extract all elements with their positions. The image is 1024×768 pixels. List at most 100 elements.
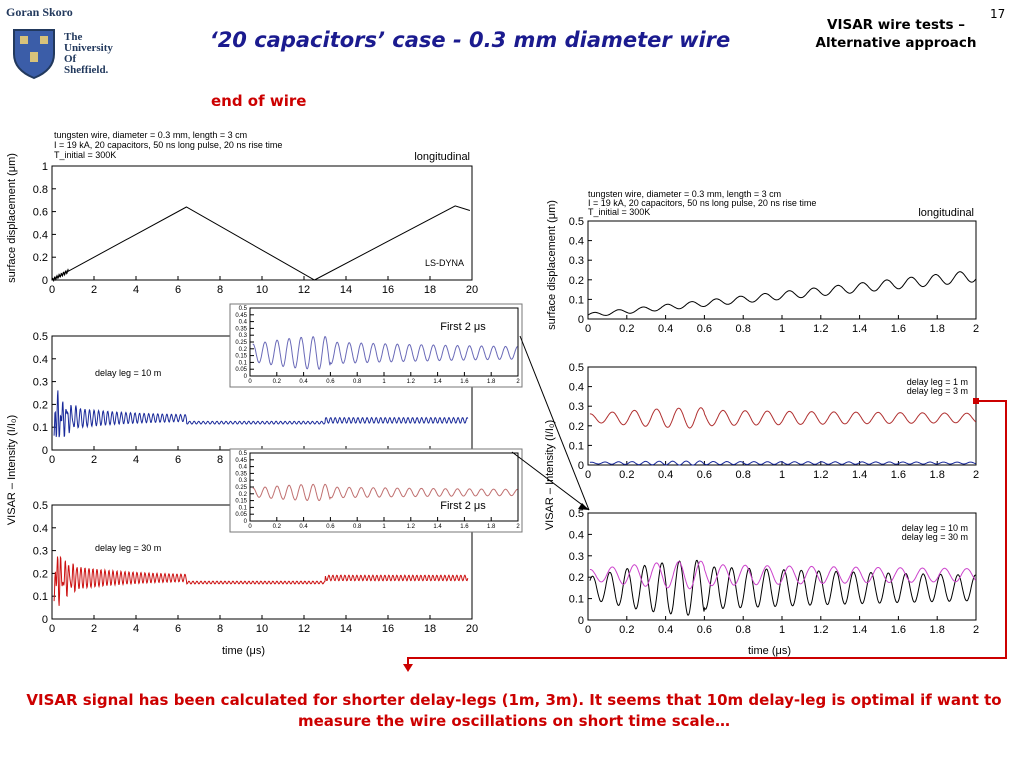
- x-tick-label: 8: [217, 284, 223, 296]
- x-tick-label: 2: [973, 323, 979, 335]
- first-2us-label-b: First 2 μs: [440, 500, 486, 512]
- x-axis-label: time (μs): [748, 645, 791, 657]
- y-tick-label: 0.3: [569, 551, 584, 563]
- run-parameter-note: T_initial = 300K: [588, 207, 650, 217]
- plot-frame: [587, 220, 977, 320]
- y-tick-label: 0.35: [235, 471, 247, 477]
- y-tick-label: 0: [42, 275, 48, 287]
- page-number: 17: [990, 7, 1006, 21]
- x-tick-label: 1.6: [460, 524, 469, 530]
- y-tick-label: 0.45: [235, 458, 247, 464]
- y-tick-label: 0.05: [235, 367, 247, 373]
- y-tick-label: 0: [244, 374, 248, 380]
- x-tick-label: 0.4: [658, 469, 673, 481]
- y-tick-label: 0.25: [235, 485, 247, 491]
- displacement-line: [587, 271, 977, 316]
- x-tick-label: 20: [466, 284, 478, 296]
- arrowhead-icon: [578, 503, 589, 510]
- y-tick-label: 0.4: [569, 382, 584, 394]
- x-tick-label: 1: [779, 624, 785, 636]
- x-tick-label: 14: [340, 623, 352, 635]
- y-tick-label: 0.1: [33, 591, 48, 603]
- left-visar-ylabel: VISAR – Intensity (I/I₀): [6, 415, 18, 525]
- x-tick-label: 0: [49, 623, 55, 635]
- x-tick-label: 1.8: [487, 379, 496, 385]
- y-tick-label: 0.15: [235, 499, 247, 505]
- legend-entry: delay leg = 30 m: [902, 532, 968, 542]
- x-tick-label: 4: [133, 454, 139, 466]
- run-parameter-note: tungsten wire, diameter = 0.3 mm, length…: [54, 130, 247, 140]
- y-tick-label: 0: [578, 460, 584, 472]
- y-tick-label: 0.3: [239, 333, 248, 339]
- y-tick-label: 0.4: [33, 523, 48, 535]
- longitudinal-label: longitudinal: [918, 207, 974, 219]
- x-tick-label: 0.6: [697, 469, 712, 481]
- x-tick-label: 0.2: [273, 524, 282, 530]
- x-tick-label: 0.4: [658, 323, 673, 335]
- visar-trace: [53, 555, 469, 606]
- x-tick-label: 0.4: [299, 524, 308, 530]
- x-tick-label: 1.6: [891, 624, 906, 636]
- y-tick-label: 0.5: [239, 451, 248, 457]
- run-parameter-note: tungsten wire, diameter = 0.3 mm, length…: [588, 189, 781, 199]
- x-tick-label: 0: [585, 624, 591, 636]
- y-tick-label: 0.2: [33, 399, 48, 411]
- x-tick-label: 12: [298, 623, 310, 635]
- inset-trace: [252, 483, 518, 502]
- visar-trace: [589, 460, 976, 466]
- annotations: First 2 μs First 2 μs: [403, 321, 1007, 672]
- x-tick-label: 0: [585, 323, 591, 335]
- conclusion-text: VISAR signal has been calculated for sho…: [26, 691, 1002, 730]
- x-tick-label: 0: [49, 454, 55, 466]
- y-tick-label: 0.3: [33, 546, 48, 558]
- x-tick-label: 1.8: [487, 524, 496, 530]
- displacement-noise: [51, 268, 69, 283]
- longitudinal-label: longitudinal: [414, 151, 470, 163]
- x-tick-label: 2: [516, 379, 520, 385]
- x-tick-label: 1: [779, 323, 785, 335]
- chart-right-visar-long: 0 0.2 0.4 0.6 0.8 1 1.2 1.4 1.6 1.8 2 0 0.1 0.2 0.3 0.4…: [569, 508, 979, 657]
- arrow-line-b: [511, 451, 590, 511]
- figure-canvas: 0 2 4 6 8 10 12 14 16 18 2000.20.40.60.81tungsten …: [6, 130, 1007, 672]
- y-tick-label: 0.4: [33, 229, 48, 241]
- x-tick-label: 4: [133, 623, 139, 635]
- legend-left-visar-10m: delay leg = 10 m: [95, 368, 161, 378]
- y-tick-label: 0.2: [239, 492, 248, 498]
- x-tick-label: 8: [217, 454, 223, 466]
- x-tick-label: 20: [466, 623, 478, 635]
- x-tick-label: 0.8: [736, 624, 751, 636]
- university-line-1: The: [64, 31, 83, 43]
- chart-left-displacement: 0 2 4 6 8 10 12 14 16 18 20 0 0.2 0.4 0.6 0.8 1 tungsten …: [33, 130, 478, 296]
- x-tick-label: 2: [91, 623, 97, 635]
- x-tick-label: 6: [175, 284, 181, 296]
- y-tick-label: 0.4: [239, 465, 248, 471]
- legend-left-visar-30m: delay leg = 30 m: [95, 543, 161, 553]
- x-tick-label: 1.6: [891, 469, 906, 481]
- x-tick-label: 1: [779, 469, 785, 481]
- x-tick-label: 10: [256, 284, 268, 296]
- x-tick-label: 8: [217, 623, 223, 635]
- chart-inset-red: 0 0.2 0.4 0.6 0.8 1 1.2 1.4 1.6 1.8 200.050.10.150…: [229, 448, 523, 533]
- legend-entry: delay leg = 3 m: [907, 386, 968, 396]
- x-tick-label: 0.8: [736, 469, 751, 481]
- red-connector-line: [407, 400, 1007, 666]
- x-tick-label: 1.2: [407, 379, 416, 385]
- x-tick-label: 0.6: [697, 624, 712, 636]
- legend-entry: delay leg = 1 m: [907, 377, 968, 387]
- visar-trace: [589, 560, 977, 590]
- arrow-line-a: [519, 335, 590, 511]
- x-tick-label: 2: [973, 469, 979, 481]
- y-tick-label: 0: [578, 314, 584, 326]
- y-tick-label: 0.3: [239, 478, 248, 484]
- x-tick-label: 1.2: [813, 323, 828, 335]
- y-tick-label: 0.2: [569, 275, 584, 287]
- y-tick-label: 0.1: [569, 440, 584, 452]
- chart-right-displacement: 0 0.2 0.4 0.6 0.8 1 1.2 1.4 1.6 1.8 2 0 0.1 0.2 0.3 0.4…: [569, 189, 979, 335]
- y-tick-label: 0.1: [33, 422, 48, 434]
- x-tick-label: 0.8: [353, 379, 362, 385]
- visar-trace: [53, 390, 469, 438]
- left-displacement-ylabel: surface displacement (μm): [6, 153, 18, 283]
- y-tick-label: 0.1: [569, 294, 584, 306]
- run-parameter-note: T_initial = 300K: [54, 150, 116, 160]
- y-tick-label: 0.5: [33, 500, 48, 512]
